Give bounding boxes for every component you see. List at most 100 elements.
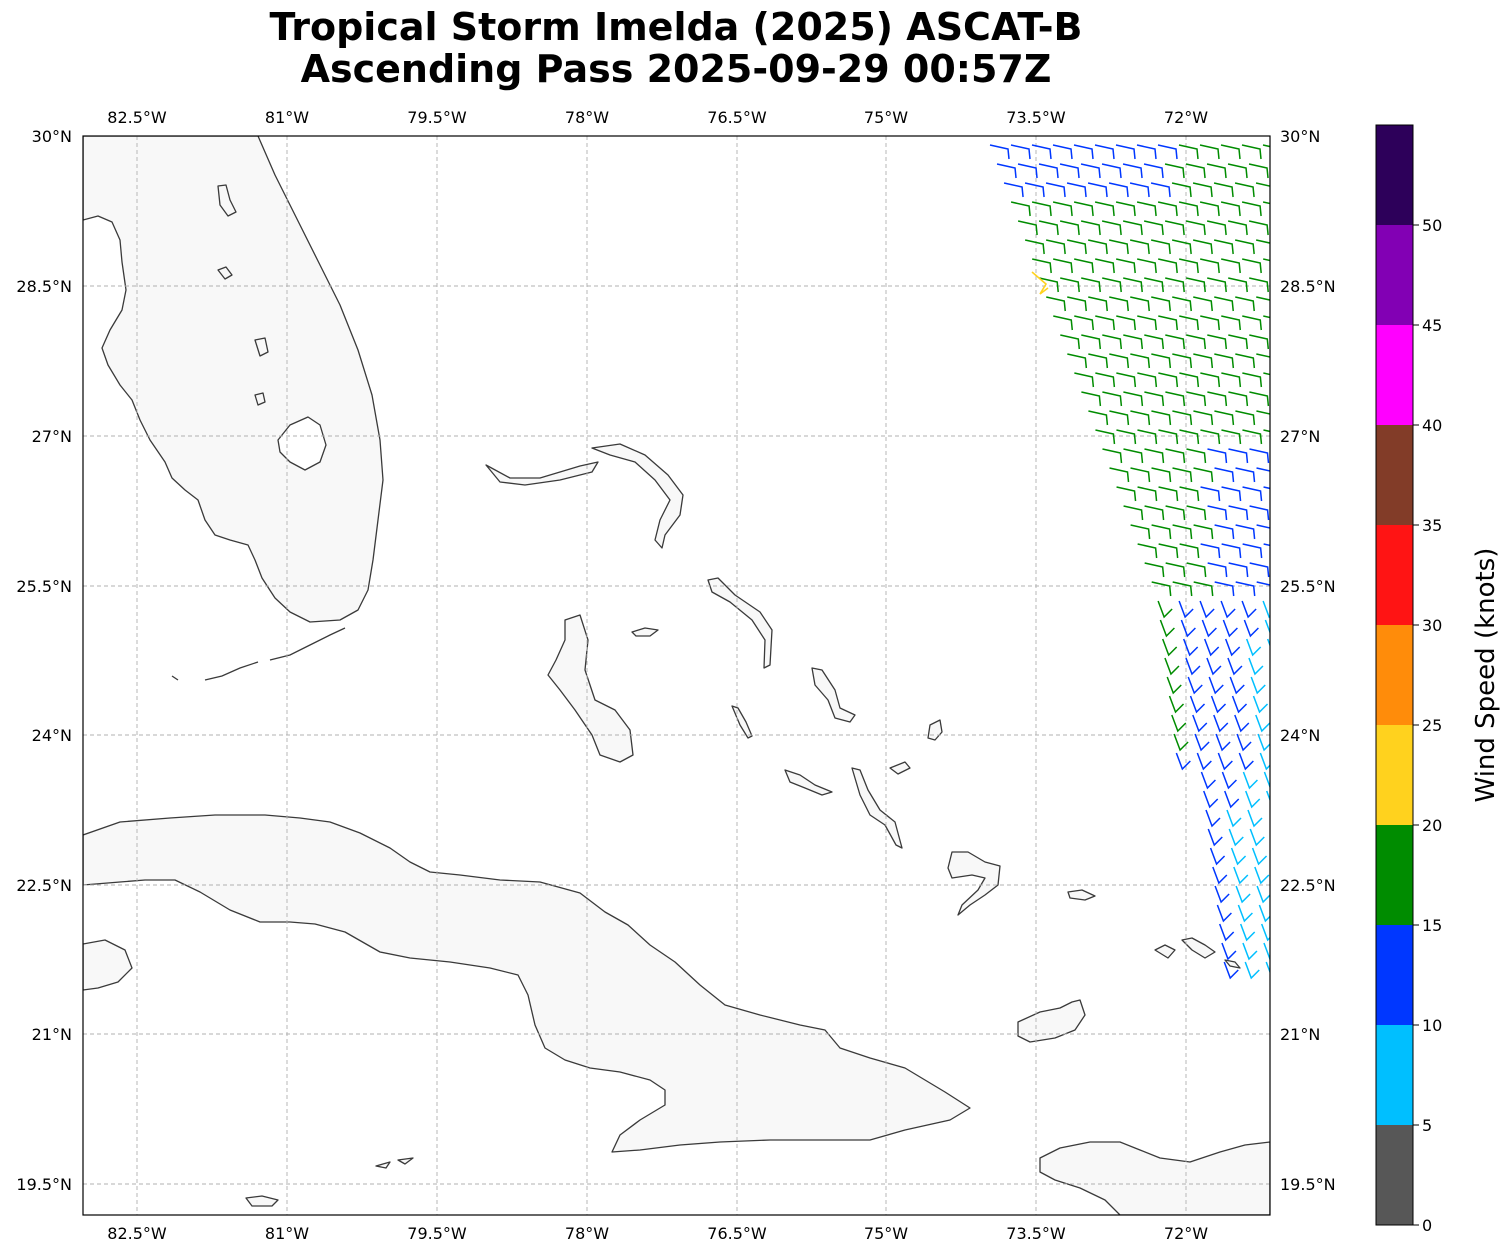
lake-okeechobee bbox=[277, 416, 327, 471]
wind-barb bbox=[1266, 790, 1270, 802]
lat-tick-label: 28.5°N bbox=[1280, 277, 1336, 296]
wind-barb bbox=[1123, 334, 1144, 350]
wind-barb bbox=[1193, 524, 1214, 540]
wind-barb bbox=[1108, 239, 1129, 255]
wind-barb bbox=[1262, 144, 1270, 148]
wind-barb bbox=[1223, 961, 1239, 980]
wind-barb bbox=[1215, 733, 1231, 752]
lon-tick-label: 82.5°W bbox=[107, 108, 167, 127]
wind-barb bbox=[1206, 657, 1222, 676]
wind-barb bbox=[1231, 695, 1248, 714]
wind-barb bbox=[1207, 828, 1223, 847]
wind-barb bbox=[1262, 600, 1270, 619]
wind-barb bbox=[1116, 258, 1136, 274]
colorbar-tick-labels: 0 5 10 15 20 25 30 35 40 45 50 bbox=[1422, 216, 1442, 1235]
wind-barb bbox=[1235, 581, 1256, 597]
colorbar-tick-label: 0 bbox=[1422, 1216, 1432, 1235]
wind-barb bbox=[1109, 410, 1130, 426]
wind-barb bbox=[1254, 866, 1270, 885]
wind-barb bbox=[1186, 334, 1207, 350]
wind-barb bbox=[1235, 885, 1251, 904]
small-island bbox=[254, 392, 266, 406]
wind-barb bbox=[1206, 220, 1227, 236]
wind-barb bbox=[1233, 866, 1249, 885]
wind-barb bbox=[1189, 695, 1206, 714]
wind-barb bbox=[1252, 695, 1269, 714]
wind-barb bbox=[1081, 391, 1102, 407]
wind-barb bbox=[1186, 562, 1207, 578]
wind-barb bbox=[1199, 600, 1215, 619]
wind-barb bbox=[1242, 942, 1258, 961]
wind-barb bbox=[1172, 296, 1192, 312]
wind-barb bbox=[1137, 315, 1158, 331]
colorbar-tick-label: 25 bbox=[1422, 716, 1442, 735]
wind-barb bbox=[1151, 467, 1172, 483]
wind-barb bbox=[1094, 201, 1115, 217]
wind-barb bbox=[1242, 771, 1258, 790]
lat-tick-label: 24°N bbox=[1280, 726, 1320, 745]
wind-barb bbox=[1122, 220, 1143, 236]
wind-barb bbox=[1256, 524, 1270, 529]
wind-barb bbox=[1158, 543, 1179, 559]
eleuthera bbox=[707, 577, 773, 669]
wind-barb bbox=[1234, 239, 1255, 255]
wind-barb bbox=[1186, 391, 1207, 407]
lat-tick-label: 25.5°N bbox=[1280, 577, 1336, 596]
wind-barb bbox=[1259, 752, 1270, 771]
wind-barb bbox=[1109, 467, 1130, 483]
lon-ticks-top: 82.5°W 81°W 79.5°W 78°W 76.5°W 75°W 73.5… bbox=[107, 108, 1208, 127]
wind-barb bbox=[1166, 676, 1182, 695]
cat-island bbox=[811, 667, 856, 723]
map-frame bbox=[82, 135, 1271, 1216]
cuba-coastline bbox=[83, 814, 971, 1153]
wind-barb bbox=[1143, 163, 1164, 179]
wind-barb bbox=[1137, 372, 1158, 388]
lon-tick-label: 73.5°W bbox=[1006, 1224, 1066, 1243]
wind-barb bbox=[1227, 163, 1248, 179]
wind-barb bbox=[1199, 201, 1220, 217]
wind-barb bbox=[1221, 258, 1241, 274]
wind-barb bbox=[1081, 277, 1101, 293]
colorbar-tick-label: 15 bbox=[1422, 916, 1442, 935]
wind-barb bbox=[1185, 657, 1201, 676]
wind-barb bbox=[1130, 467, 1151, 483]
wind-barb bbox=[1045, 239, 1066, 255]
wind-barb bbox=[1032, 258, 1052, 274]
colorbar-bin bbox=[1376, 425, 1413, 525]
wind-barb bbox=[1193, 581, 1214, 597]
wind-barb bbox=[1158, 372, 1179, 388]
wind-barb bbox=[1059, 163, 1080, 179]
wind-barb bbox=[1073, 144, 1094, 160]
wind-barb bbox=[1243, 619, 1259, 638]
wind-barb bbox=[1137, 486, 1158, 502]
wind-barb bbox=[1237, 904, 1253, 923]
wind-barb bbox=[1024, 239, 1045, 255]
wind-barb bbox=[1235, 524, 1256, 540]
wind-barb bbox=[1185, 220, 1206, 236]
small-island bbox=[217, 184, 237, 217]
wind-barb bbox=[1207, 448, 1228, 464]
wind-barb bbox=[1248, 220, 1269, 236]
wind-barb bbox=[1101, 220, 1122, 236]
wind-barb bbox=[1080, 163, 1101, 179]
wind-barb bbox=[1186, 277, 1206, 293]
wind-barb bbox=[1088, 296, 1108, 312]
wind-barb bbox=[1123, 505, 1144, 521]
wind-barb bbox=[1123, 277, 1143, 293]
wind-barb bbox=[1158, 486, 1179, 502]
wind-barb bbox=[1088, 410, 1109, 426]
wind-barb bbox=[1199, 144, 1220, 160]
wind-barb bbox=[1137, 429, 1158, 445]
wind-barb bbox=[1052, 144, 1073, 160]
wind-barb bbox=[1236, 733, 1252, 752]
wind-barb bbox=[1165, 448, 1186, 464]
wind-barb bbox=[1250, 676, 1266, 695]
wind-barb bbox=[1144, 448, 1165, 464]
wind-barb bbox=[1157, 201, 1178, 217]
wind-barb bbox=[1242, 315, 1263, 331]
wind-barb bbox=[1249, 448, 1270, 464]
wind-barb bbox=[1179, 372, 1200, 388]
wind-barb bbox=[1221, 543, 1242, 559]
wind-barb bbox=[1213, 714, 1229, 733]
wind-barb bbox=[1095, 372, 1116, 388]
